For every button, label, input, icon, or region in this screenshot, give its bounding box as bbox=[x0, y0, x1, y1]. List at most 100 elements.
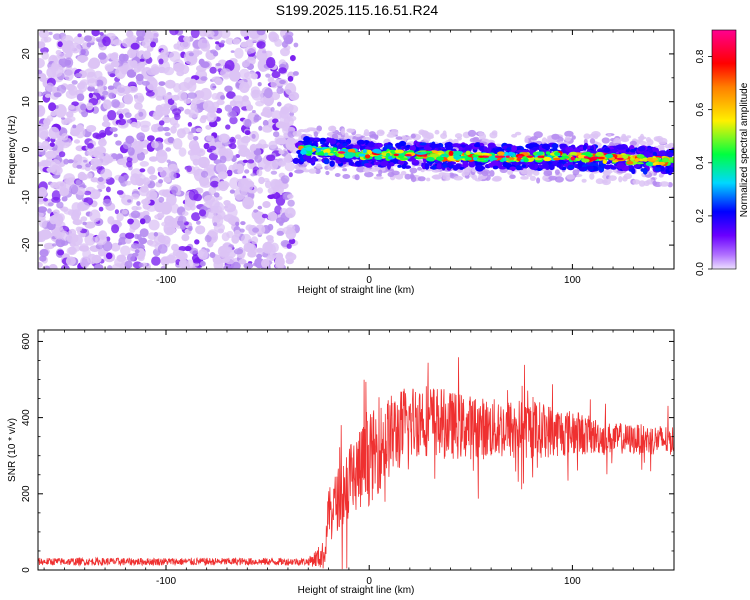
noise-speckle bbox=[184, 108, 191, 115]
noise-speckle bbox=[266, 57, 276, 69]
noise-speckle bbox=[267, 223, 274, 231]
spectrogram-xtick-label: 100 bbox=[564, 275, 581, 286]
noise-speckle bbox=[77, 33, 82, 38]
band-body-speckle bbox=[616, 162, 625, 169]
band-body-speckle bbox=[637, 146, 646, 152]
noise-speckle bbox=[119, 232, 127, 240]
noise-speckle bbox=[158, 189, 169, 196]
noise-speckle bbox=[107, 85, 115, 90]
noise-speckle bbox=[153, 110, 162, 116]
band-halo-speckle bbox=[609, 142, 614, 147]
band-peak bbox=[422, 154, 428, 157]
band-halo-speckle bbox=[314, 168, 321, 174]
noise-speckle bbox=[160, 265, 167, 269]
noise-speckle bbox=[116, 212, 124, 222]
band-peak bbox=[404, 154, 412, 157]
band-core-blob bbox=[448, 150, 454, 156]
band-body-speckle bbox=[492, 165, 499, 170]
noise-speckle bbox=[78, 173, 88, 181]
band-halo-speckle bbox=[442, 130, 447, 136]
noise-speckle bbox=[141, 80, 150, 86]
noise-speckle bbox=[205, 200, 214, 206]
noise-speckle bbox=[102, 155, 114, 164]
noise-speckle bbox=[287, 115, 297, 122]
band-body-speckle bbox=[436, 163, 442, 169]
noise-speckle bbox=[178, 147, 187, 157]
noise-speckle bbox=[200, 76, 208, 81]
noise-speckle bbox=[72, 124, 77, 129]
noise-speckle bbox=[224, 256, 235, 265]
noise-speckle bbox=[245, 151, 254, 157]
noise-speckle bbox=[240, 41, 248, 48]
noise-speckle bbox=[158, 81, 166, 86]
noise-speckle bbox=[219, 155, 227, 164]
noise-speckle bbox=[287, 194, 294, 199]
band-core-blob bbox=[331, 147, 338, 151]
noise-speckle bbox=[192, 258, 201, 264]
noise-speckle bbox=[267, 250, 277, 260]
band-body-speckle bbox=[411, 159, 418, 163]
band-halo-speckle bbox=[481, 170, 489, 177]
band-body-speckle bbox=[442, 163, 448, 168]
noise-speckle bbox=[192, 50, 200, 58]
band-halo-speckle bbox=[431, 175, 442, 179]
noise-speckle bbox=[179, 259, 190, 269]
noise-speckle bbox=[213, 215, 221, 224]
noise-speckle bbox=[196, 220, 201, 225]
noise-speckle bbox=[275, 137, 287, 145]
noise-speckle bbox=[82, 221, 87, 226]
band-halo-speckle bbox=[603, 169, 613, 174]
band-core-blob bbox=[394, 149, 405, 154]
band-halo-speckle bbox=[387, 171, 395, 177]
noise-speckle bbox=[95, 234, 107, 246]
noise-speckle bbox=[224, 85, 233, 93]
noise-speckle bbox=[157, 234, 166, 244]
noise-speckle bbox=[209, 66, 217, 74]
band-peak bbox=[616, 157, 624, 161]
band-halo-speckle bbox=[589, 173, 595, 180]
noise-speckle bbox=[225, 124, 231, 130]
band-halo-speckle bbox=[632, 179, 641, 185]
noise-speckle bbox=[130, 121, 138, 128]
noise-speckle bbox=[169, 30, 179, 36]
band-body-speckle bbox=[452, 143, 461, 148]
noise-speckle bbox=[53, 92, 62, 98]
snr-ytick-label: 600 bbox=[21, 333, 32, 350]
noise-speckle bbox=[262, 124, 273, 133]
noise-speckle bbox=[71, 80, 78, 85]
noise-speckle bbox=[264, 164, 272, 172]
noise-speckle bbox=[46, 166, 56, 173]
band-halo-speckle bbox=[629, 140, 637, 146]
band-halo-speckle bbox=[621, 135, 627, 142]
noise-speckle bbox=[256, 30, 266, 36]
noise-speckle bbox=[268, 31, 278, 41]
noise-speckle bbox=[75, 73, 83, 78]
band-core-blob bbox=[473, 157, 478, 161]
noise-speckle bbox=[93, 264, 104, 269]
band-body-speckle bbox=[465, 145, 473, 149]
noise-speckle bbox=[136, 30, 146, 38]
band-body-speckle bbox=[502, 145, 508, 149]
spectrogram-ytick-label: -20 bbox=[21, 237, 32, 252]
noise-speckle bbox=[139, 228, 149, 238]
band-core-blob bbox=[453, 150, 463, 156]
noise-speckle bbox=[181, 234, 190, 242]
band-halo-speckle bbox=[334, 173, 341, 177]
band-core-blob bbox=[646, 157, 655, 162]
noise-speckle bbox=[183, 36, 191, 42]
noise-speckle bbox=[125, 180, 132, 186]
noise-speckle bbox=[256, 41, 266, 49]
noise-speckle bbox=[195, 127, 203, 133]
band-body-speckle bbox=[377, 143, 383, 148]
noise-speckle bbox=[232, 38, 241, 45]
noise-speckle bbox=[140, 124, 150, 133]
noise-speckle bbox=[92, 132, 100, 139]
noise-speckle bbox=[63, 173, 75, 184]
noise-speckle bbox=[198, 157, 207, 165]
noise-speckle bbox=[288, 104, 299, 114]
noise-speckle bbox=[44, 265, 50, 269]
noise-speckle bbox=[288, 91, 300, 101]
band-body-speckle bbox=[597, 166, 602, 171]
noise-speckle bbox=[39, 229, 52, 240]
band-halo-speckle bbox=[328, 167, 334, 171]
